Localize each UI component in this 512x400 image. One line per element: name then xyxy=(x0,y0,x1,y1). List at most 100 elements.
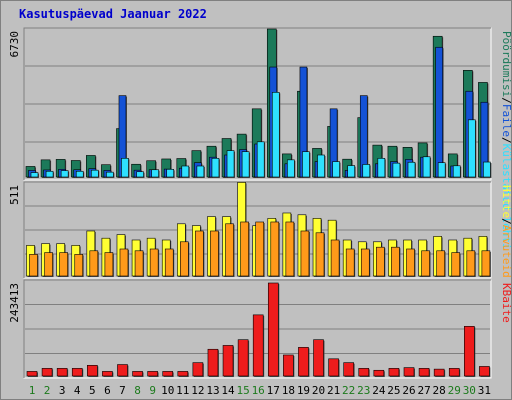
bar-middle-arvuteid-day13-fill xyxy=(210,230,219,277)
x-label-day2: 2 xyxy=(44,384,51,397)
bar-bottom-kbaite-day6-fill xyxy=(102,371,113,377)
bar-middle-arvuteid-day23-fill xyxy=(360,248,370,277)
legend-middle-0: Hitte xyxy=(500,185,511,218)
chart-title: Kasutuspäevad Jaanuar 2022 xyxy=(19,7,207,21)
bar-middle-arvuteid-day13 xyxy=(210,230,220,277)
bar-bottom-kbaite-day24-fill xyxy=(373,369,385,377)
bar-bottom-kbaite-day24 xyxy=(373,369,385,377)
bar-bottom-kbaite-day20 xyxy=(313,339,325,377)
legend-top: Pöördumisi/Faile/Külastatud lehti xyxy=(500,31,511,250)
bar-middle-arvuteid-day31 xyxy=(481,250,491,277)
bar-bottom-kbaite-day5-fill xyxy=(87,365,98,377)
bar-middle-arvuteid-day25-fill xyxy=(391,246,400,277)
x-label-day7: 7 xyxy=(119,384,126,397)
bar-middle-arvuteid-day20 xyxy=(315,232,326,277)
bar-middle-arvuteid-day5 xyxy=(89,250,99,277)
bar-top-klastatudlehti-day22-fill xyxy=(347,165,355,178)
legend-middle: Hitte/Arvuteid xyxy=(500,185,511,278)
bar-bottom-kbaite-day16 xyxy=(252,314,265,377)
bar-middle-arvuteid-day12-fill xyxy=(195,230,204,277)
bar-bottom-kbaite-day9 xyxy=(147,371,159,377)
bar-top-klastatudlehti-day6 xyxy=(106,171,115,178)
legend-bottom-0: KBaite xyxy=(500,283,511,323)
bar-middle-arvuteid-day27 xyxy=(421,250,431,277)
legend-top-3: / xyxy=(500,137,511,144)
legend-middle-2: Arvuteid xyxy=(500,225,511,278)
bar-bottom-kbaite-day19-fill xyxy=(298,347,309,377)
bar-top-klastatudlehti-day24 xyxy=(377,158,386,178)
bar-middle-arvuteid-day8 xyxy=(134,250,145,277)
x-label-day15: 15 xyxy=(236,384,249,397)
bar-top-klastatudlehti-day8 xyxy=(136,171,145,178)
bar-middle-arvuteid-day26-fill xyxy=(406,248,415,277)
x-label-day31: 31 xyxy=(478,384,491,397)
panel-middle-edge xyxy=(23,181,491,278)
bar-middle-arvuteid-day9-fill xyxy=(149,248,159,277)
bar-top-klastatudlehti-day13 xyxy=(211,158,220,178)
bar-middle-arvuteid-day29-fill xyxy=(451,252,461,277)
bar-bottom-kbaite-day29-fill xyxy=(448,368,460,377)
x-label-day6: 6 xyxy=(104,384,111,397)
bar-bottom-kbaite-day31-fill xyxy=(479,366,490,377)
bar-middle-arvuteid-day16 xyxy=(255,221,265,277)
bar-middle-arvuteid-day29 xyxy=(451,252,461,277)
bar-bottom-kbaite-day4 xyxy=(71,368,84,377)
bar-middle-arvuteid-day8-fill xyxy=(134,250,144,277)
bar-middle-arvuteid-day20-fill xyxy=(315,232,325,277)
bar-top-klastatudlehti-day17-fill xyxy=(271,92,280,178)
bar-middle-arvuteid-day3 xyxy=(59,252,69,277)
bar-middle-arvuteid-day31-fill xyxy=(481,250,491,277)
bar-bottom-kbaite-day15 xyxy=(237,339,250,377)
bar-middle-arvuteid-day15 xyxy=(240,221,250,277)
bar-top-klastatudlehti-day26 xyxy=(407,161,416,178)
bar-bottom-kbaite-day1 xyxy=(26,371,38,377)
bar-middle-arvuteid-day24-fill xyxy=(376,246,385,277)
bar-bottom-kbaite-day7 xyxy=(117,364,129,377)
bar-top-klastatudlehti-day4-fill xyxy=(75,170,84,178)
bar-bottom-kbaite-day27 xyxy=(418,368,431,377)
bar-bottom-kbaite-day21 xyxy=(328,358,340,377)
bar-middle-arvuteid-day4 xyxy=(74,254,84,277)
bar-middle-arvuteid-day16-fill xyxy=(255,221,264,277)
x-label-day4: 4 xyxy=(74,384,81,397)
bar-bottom-kbaite-day10-fill xyxy=(162,371,174,377)
bar-top-klastatudlehti-day10 xyxy=(166,169,175,178)
bar-bottom-kbaite-day29 xyxy=(448,368,461,377)
bar-bottom-kbaite-day12 xyxy=(192,362,204,377)
x-label-day26: 26 xyxy=(402,384,415,397)
bar-top-klastatudlehti-day24-fill xyxy=(377,158,386,178)
bar-bottom-kbaite-day26 xyxy=(403,367,415,377)
bar-middle-arvuteid-day12 xyxy=(195,230,205,277)
bar-bottom-kbaite-day6 xyxy=(102,371,114,377)
bar-bottom-kbaite-day22 xyxy=(343,362,355,377)
bar-middle-arvuteid-day10-fill xyxy=(164,248,174,277)
bar-top-klastatudlehti-day4 xyxy=(75,170,85,178)
panel-bottom-edge xyxy=(23,279,491,378)
bar-middle-arvuteid-day6-fill xyxy=(104,252,114,277)
bar-bottom-kbaite-day14-fill xyxy=(222,345,234,377)
x-label-day16: 16 xyxy=(252,384,265,397)
x-label-day10: 10 xyxy=(161,384,174,397)
bar-top-klastatudlehti-day20-fill xyxy=(317,154,325,178)
bar-top-klastatudlehti-day13-fill xyxy=(211,158,220,178)
bar-top-klastatudlehti-day30-fill xyxy=(468,119,476,178)
bar-bottom-kbaite-day17 xyxy=(267,282,280,377)
bar-top-klastatudlehti-day19 xyxy=(302,151,311,178)
bar-top-klastatudlehti-day25 xyxy=(392,162,401,178)
bar-top-klastatudlehti-day9-fill xyxy=(151,169,159,178)
bar-top-klastatudlehti-day16 xyxy=(256,141,266,178)
bar-top-klastatudlehti-day19-fill xyxy=(302,151,310,178)
bar-bottom-kbaite-day3-fill xyxy=(56,368,68,377)
bar-top-klastatudlehti-day10-fill xyxy=(166,169,175,178)
x-label-day14: 14 xyxy=(221,384,235,397)
bar-top-klastatudlehti-day5 xyxy=(91,169,100,178)
bar-middle-arvuteid-day24 xyxy=(376,246,386,277)
bar-middle-arvuteid-day19 xyxy=(300,230,310,277)
bar-bottom-kbaite-day10 xyxy=(162,371,174,377)
bar-middle-arvuteid-day23 xyxy=(360,248,371,277)
bar-top-klastatudlehti-day25-fill xyxy=(392,162,401,178)
bar-middle-arvuteid-day5-fill xyxy=(89,250,99,277)
x-label-day18: 18 xyxy=(282,384,295,397)
